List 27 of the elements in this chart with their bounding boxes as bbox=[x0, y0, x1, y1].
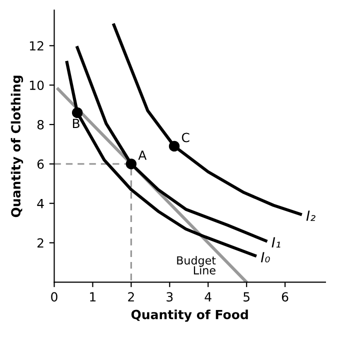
x-tick-label: 0 bbox=[51, 292, 58, 302]
annotation: B bbox=[72, 118, 80, 128]
x-tick-label: 4 bbox=[204, 292, 212, 302]
point bbox=[168, 140, 180, 152]
x-axis-title: Quantity of Food bbox=[131, 310, 248, 322]
y-tick-label: 10 bbox=[30, 80, 44, 90]
x-tick-label: 3 bbox=[166, 292, 173, 302]
point bbox=[72, 107, 83, 118]
y-tick-label: 8 bbox=[37, 120, 44, 130]
x-tick-label: 2 bbox=[128, 292, 134, 302]
annotation: A bbox=[138, 150, 147, 160]
x-tick-label: 5 bbox=[244, 292, 250, 302]
x-tick-label: 6 bbox=[282, 292, 288, 302]
x-tick-label: 1 bbox=[90, 292, 96, 302]
series-label: I₂ bbox=[306, 210, 316, 221]
point bbox=[126, 158, 137, 170]
annotation: C bbox=[182, 132, 190, 142]
series-label: Budget Line bbox=[177, 256, 216, 274]
line-series bbox=[65, 60, 257, 258]
y-tick-label: 2 bbox=[37, 238, 44, 248]
y-tick-label: 12 bbox=[30, 41, 44, 50]
y-tick-label: 4 bbox=[37, 198, 44, 208]
series-label: I₀ bbox=[260, 252, 270, 262]
series-label: I₁ bbox=[272, 237, 280, 248]
y-tick-label: 6 bbox=[37, 159, 44, 169]
line-series bbox=[112, 23, 302, 216]
y-axis-title: Quantity of Clothing bbox=[10, 76, 24, 218]
